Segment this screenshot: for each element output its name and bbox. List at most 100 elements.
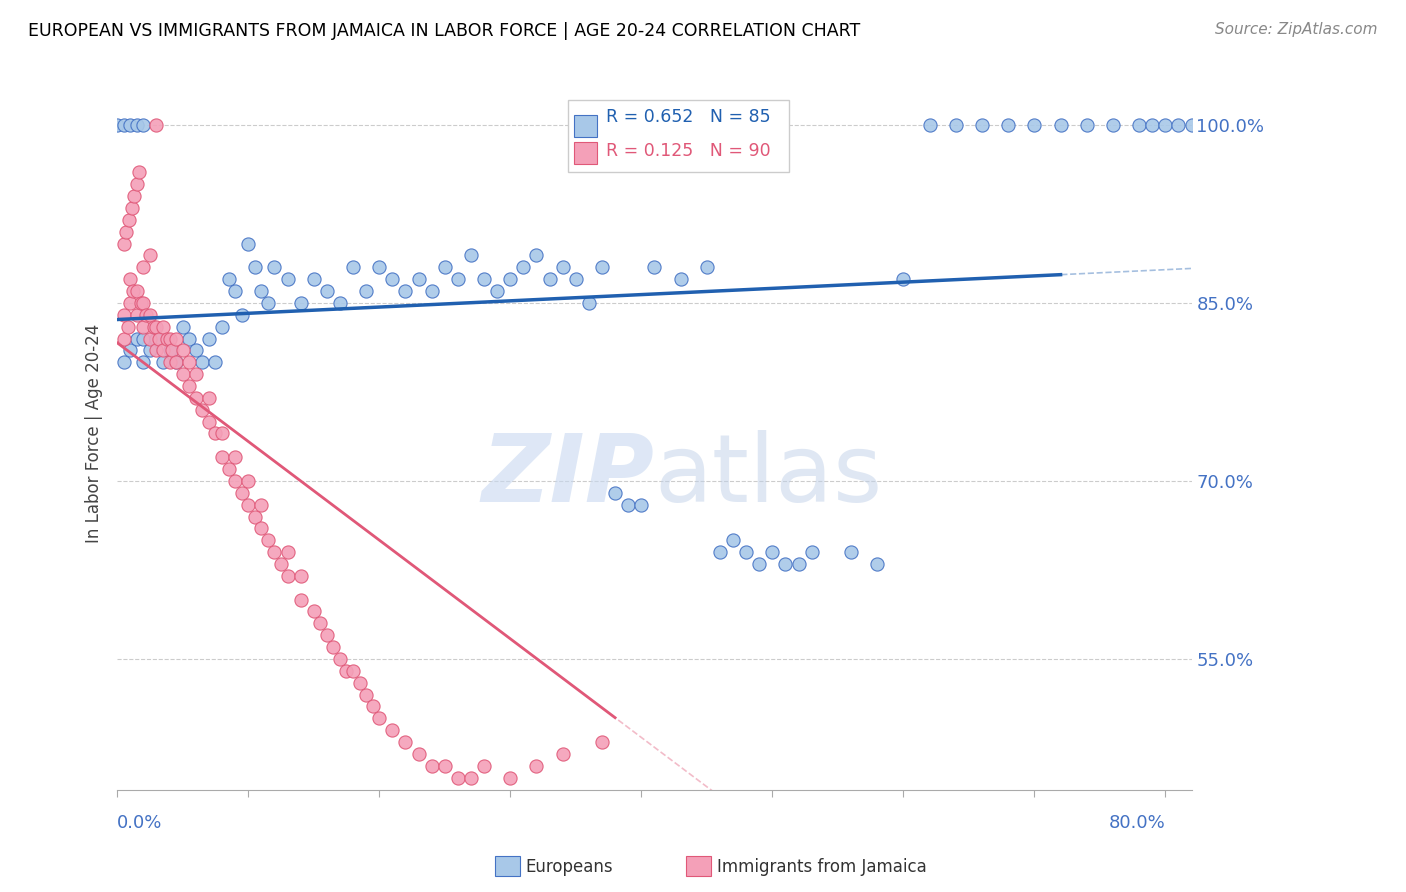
Point: [132, 319, 155, 334]
Point: [1128, 118, 1150, 132]
Point: [120, 118, 142, 132]
Point: [129, 296, 152, 310]
Point: [112, 118, 135, 132]
Point: [526, 248, 548, 262]
Point: [125, 284, 148, 298]
Point: [591, 735, 613, 749]
Point: [472, 758, 495, 772]
Point: [159, 343, 181, 358]
Text: Source: ZipAtlas.com: Source: ZipAtlas.com: [1215, 22, 1378, 37]
Point: [125, 332, 148, 346]
Point: [125, 308, 148, 322]
Point: [198, 415, 221, 429]
FancyBboxPatch shape: [574, 142, 598, 163]
Y-axis label: In Labor Force | Age 20-24: In Labor Force | Age 20-24: [86, 324, 103, 543]
Point: [238, 498, 260, 512]
Point: [460, 248, 482, 262]
Point: [761, 545, 783, 559]
Point: [257, 296, 280, 310]
Point: [112, 355, 135, 369]
Text: ZIP: ZIP: [481, 430, 654, 522]
Point: [224, 474, 246, 488]
Point: [132, 296, 155, 310]
Point: [997, 118, 1019, 132]
Point: [787, 557, 810, 571]
Point: [381, 272, 404, 286]
Point: [551, 747, 574, 761]
Point: [472, 272, 495, 286]
Point: [122, 284, 145, 298]
Point: [551, 260, 574, 275]
Text: atlas: atlas: [654, 430, 883, 522]
Point: [486, 284, 509, 298]
Point: [447, 272, 470, 286]
Point: [211, 426, 233, 441]
Point: [669, 118, 692, 132]
Point: [918, 118, 941, 132]
Point: [361, 699, 384, 714]
Point: [394, 735, 416, 749]
Point: [142, 319, 165, 334]
Point: [125, 178, 148, 192]
Point: [342, 664, 364, 678]
Point: [191, 355, 214, 369]
Point: [132, 332, 155, 346]
Point: [211, 319, 233, 334]
Point: [433, 260, 456, 275]
Point: [322, 640, 344, 654]
Point: [125, 118, 148, 132]
Point: [263, 260, 285, 275]
Point: [121, 201, 143, 215]
Point: [204, 355, 226, 369]
Point: [118, 212, 141, 227]
Point: [198, 332, 221, 346]
Point: [748, 557, 770, 571]
Point: [1076, 118, 1098, 132]
Point: [224, 450, 246, 465]
Point: [538, 272, 561, 286]
Point: [172, 367, 194, 381]
Point: [132, 118, 155, 132]
Point: [526, 758, 548, 772]
Point: [238, 236, 260, 251]
Point: [381, 723, 404, 738]
Point: [630, 118, 652, 132]
Point: [263, 545, 285, 559]
Point: [172, 319, 194, 334]
Point: [276, 272, 298, 286]
Point: [152, 343, 174, 358]
Point: [184, 391, 207, 405]
Point: [565, 272, 588, 286]
Point: [204, 426, 226, 441]
Point: [112, 332, 135, 346]
Point: [460, 771, 482, 785]
Point: [250, 498, 273, 512]
Point: [105, 118, 128, 132]
Point: [128, 165, 150, 179]
Point: [1142, 118, 1164, 132]
Point: [891, 272, 914, 286]
Point: [250, 521, 273, 535]
Point: [120, 272, 142, 286]
Point: [302, 605, 325, 619]
Point: [643, 260, 665, 275]
Point: [290, 569, 312, 583]
Point: [165, 355, 187, 369]
Point: [335, 664, 357, 678]
Point: [349, 675, 371, 690]
Bar: [495, 856, 520, 876]
Point: [112, 308, 135, 322]
Point: [243, 509, 266, 524]
Point: [1167, 118, 1189, 132]
Point: [156, 332, 179, 346]
Point: [152, 355, 174, 369]
Point: [302, 272, 325, 286]
Point: [276, 545, 298, 559]
Point: [617, 498, 640, 512]
Point: [145, 343, 167, 358]
Point: [218, 462, 240, 476]
Point: [160, 343, 183, 358]
Text: 0.0%: 0.0%: [117, 814, 163, 832]
Point: [315, 284, 337, 298]
Point: [139, 248, 162, 262]
